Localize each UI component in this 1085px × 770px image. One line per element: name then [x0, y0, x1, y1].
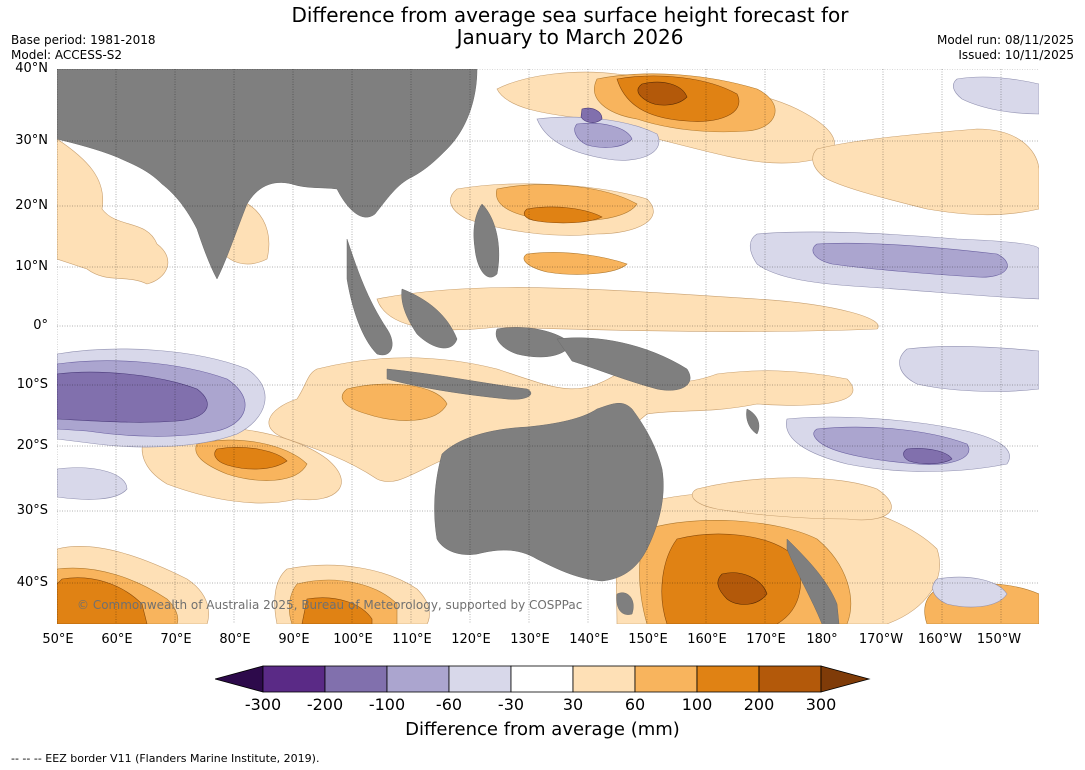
lat-label-0: 0°: [33, 318, 48, 333]
colorbar-segment: [510, 665, 574, 693]
lon-label-170e: 170°E: [746, 632, 786, 647]
colorbar-tick: 30: [562, 695, 584, 714]
colorbar-segment: [324, 665, 388, 693]
colorbar-tick: 200: [743, 695, 775, 714]
colorbar-tick: 100: [681, 695, 713, 714]
colorbar-tick: 300: [805, 695, 837, 714]
lat-label-20s: 20°S: [16, 438, 48, 453]
lon-label-100e: 100°E: [333, 632, 373, 647]
lat-label-10n: 10°N: [15, 259, 48, 274]
colorbar: [215, 665, 871, 693]
copyright-notice: © Commonwealth of Australia 2025, Bureau…: [77, 598, 583, 612]
colorbar-arrow-left: [215, 665, 264, 693]
meta-right: Model run: 08/11/2025 Issued: 10/11/2025: [937, 33, 1074, 63]
colorbar-tick: -100: [368, 695, 406, 714]
lon-label-70e: 70°E: [160, 632, 192, 647]
lon-label-130e: 130°E: [510, 632, 550, 647]
lon-label-50e: 50°E: [42, 632, 74, 647]
map-svg: [57, 69, 1039, 624]
colorbar-segment: [262, 665, 326, 693]
lon-label-110e: 110°E: [392, 632, 432, 647]
lat-label-10s: 10°S: [16, 377, 48, 392]
land: [57, 69, 840, 624]
lat-label-40n: 40°N: [15, 61, 48, 76]
colorbar-segment: [758, 665, 822, 693]
lon-label-160e: 160°E: [687, 632, 727, 647]
footer-note: -- -- -- EEZ border V11 (Flanders Marine…: [11, 752, 320, 765]
lon-label-80e: 80°E: [219, 632, 251, 647]
colorbar-tick: -30: [497, 695, 525, 714]
model-name: Model: ACCESS-S2: [11, 48, 123, 62]
lon-label-120e: 120°E: [451, 632, 491, 647]
colorbar-tick: 60: [624, 695, 646, 714]
title-line-2: January to March 2026: [456, 25, 684, 49]
anomaly-dark-purple: [57, 107, 953, 465]
colorbar-segment: [572, 665, 636, 693]
title-line-1: Difference from average sea surface heig…: [291, 3, 849, 27]
meta-left: Base period: 1981-2018 Model: ACCESS-S2: [11, 33, 156, 63]
lon-label-150w: 150°W: [976, 632, 1022, 647]
colorbar-tick: -300: [244, 695, 282, 714]
issued-date: Issued: 10/11/2025: [958, 48, 1074, 62]
colorbar-arrow-right: [820, 665, 871, 693]
lon-label-150e: 150°E: [628, 632, 668, 647]
lat-label-30s: 30°S: [16, 503, 48, 518]
lon-label-160w: 160°W: [917, 632, 963, 647]
lon-label-60e: 60°E: [101, 632, 133, 647]
anomaly-brown: [637, 81, 768, 605]
map-panel: [57, 69, 1039, 624]
lat-label-20n: 20°N: [15, 198, 48, 213]
lat-label-40s: 40°S: [16, 575, 48, 590]
map-gridlines: [57, 69, 1039, 624]
base-period: Base period: 1981-2018: [11, 33, 156, 47]
colorbar-segment: [634, 665, 698, 693]
lon-label-180: 180°: [806, 632, 838, 647]
colorbar-label: Difference from average (mm): [405, 719, 680, 740]
lon-label-140e: 140°E: [569, 632, 609, 647]
colorbar-segment: [448, 665, 512, 693]
colorbar-segment: [696, 665, 760, 693]
chart-title: Difference from average sea surface heig…: [170, 4, 970, 48]
colorbar-tick: -60: [435, 695, 463, 714]
model-run: Model run: 08/11/2025: [936, 33, 1074, 47]
colorbar-segment: [386, 665, 450, 693]
lat-label-30n: 30°N: [15, 133, 48, 148]
colorbar-tick: -200: [306, 695, 344, 714]
lon-label-170w: 170°W: [858, 632, 904, 647]
lon-label-90e: 90°E: [278, 632, 310, 647]
